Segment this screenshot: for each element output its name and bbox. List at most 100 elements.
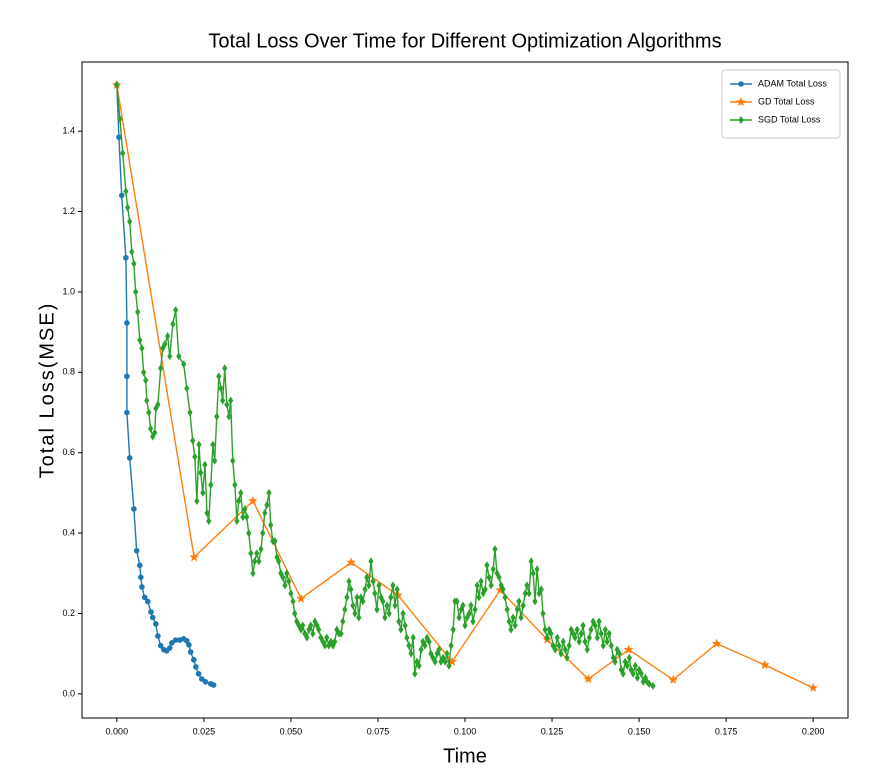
- point: [137, 336, 143, 345]
- point: [312, 617, 318, 626]
- point: [522, 589, 528, 598]
- x-axis-label: Time: [443, 745, 487, 767]
- point: [224, 400, 230, 409]
- point: [442, 657, 448, 666]
- point: [246, 529, 252, 538]
- point: [193, 664, 199, 670]
- point: [139, 344, 145, 353]
- point: [139, 584, 145, 590]
- point: [348, 585, 354, 594]
- point: [418, 645, 424, 654]
- point: [472, 605, 478, 614]
- point: [406, 641, 412, 650]
- point: [422, 641, 428, 650]
- point: [124, 409, 130, 416]
- point: [502, 593, 508, 602]
- point: [364, 573, 370, 582]
- point: [290, 597, 296, 606]
- point: [272, 537, 278, 546]
- point: [514, 605, 520, 614]
- point: [583, 674, 594, 684]
- point: [282, 581, 288, 590]
- x-tick-label: 0.100: [454, 726, 477, 736]
- point: [554, 633, 560, 642]
- point: [173, 306, 179, 315]
- point: [352, 609, 358, 618]
- point: [366, 581, 372, 590]
- point: [540, 609, 546, 618]
- point: [476, 593, 482, 602]
- point: [444, 649, 450, 658]
- point: [276, 557, 282, 566]
- point: [638, 669, 644, 678]
- point: [412, 669, 418, 678]
- point: [468, 601, 474, 610]
- point: [532, 597, 538, 606]
- point: [478, 577, 484, 586]
- point: [114, 80, 120, 89]
- point: [304, 633, 310, 642]
- point: [512, 621, 518, 630]
- point: [124, 373, 130, 380]
- point: [466, 609, 472, 618]
- point: [346, 557, 356, 567]
- point: [600, 641, 606, 650]
- point: [486, 573, 492, 582]
- x-tick-label: 0.175: [715, 726, 738, 736]
- point: [432, 657, 438, 666]
- point: [268, 521, 274, 530]
- point: [334, 625, 340, 634]
- point: [398, 625, 404, 634]
- point: [310, 629, 316, 638]
- point: [120, 149, 126, 158]
- x-tick-label: 0.000: [106, 726, 129, 736]
- point: [568, 625, 574, 634]
- point: [248, 495, 258, 505]
- point: [200, 488, 206, 497]
- point: [149, 614, 156, 621]
- point: [548, 629, 554, 638]
- point: [324, 633, 330, 642]
- point: [588, 625, 594, 634]
- point: [374, 605, 380, 614]
- point: [186, 642, 192, 648]
- point: [190, 656, 197, 663]
- point: [136, 562, 143, 569]
- point: [212, 456, 218, 465]
- point: [184, 384, 190, 393]
- legend-box: [721, 69, 841, 139]
- y-tick-label: 0.2: [62, 608, 75, 618]
- point: [386, 609, 392, 618]
- point: [606, 629, 612, 638]
- point: [408, 649, 414, 658]
- point: [558, 649, 564, 658]
- point: [145, 598, 151, 605]
- point: [518, 613, 524, 622]
- point: [530, 569, 536, 578]
- point: [350, 601, 356, 610]
- point: [446, 661, 452, 670]
- point: [129, 247, 135, 256]
- point: [524, 581, 530, 590]
- point: [176, 352, 182, 361]
- point: [556, 641, 562, 650]
- point: [578, 629, 584, 638]
- point: [636, 665, 642, 674]
- point: [148, 609, 154, 615]
- point: [402, 621, 408, 630]
- point: [194, 496, 200, 505]
- point: [236, 496, 242, 505]
- point: [394, 585, 400, 594]
- point: [534, 565, 540, 574]
- x-tick-label: 0.150: [628, 726, 651, 736]
- point: [314, 621, 320, 630]
- point: [760, 659, 770, 669]
- point: [538, 585, 544, 594]
- point: [520, 601, 526, 610]
- point: [390, 581, 396, 590]
- point: [138, 574, 144, 581]
- point: [526, 589, 532, 598]
- point: [470, 617, 476, 626]
- point: [616, 649, 622, 658]
- point: [356, 613, 362, 622]
